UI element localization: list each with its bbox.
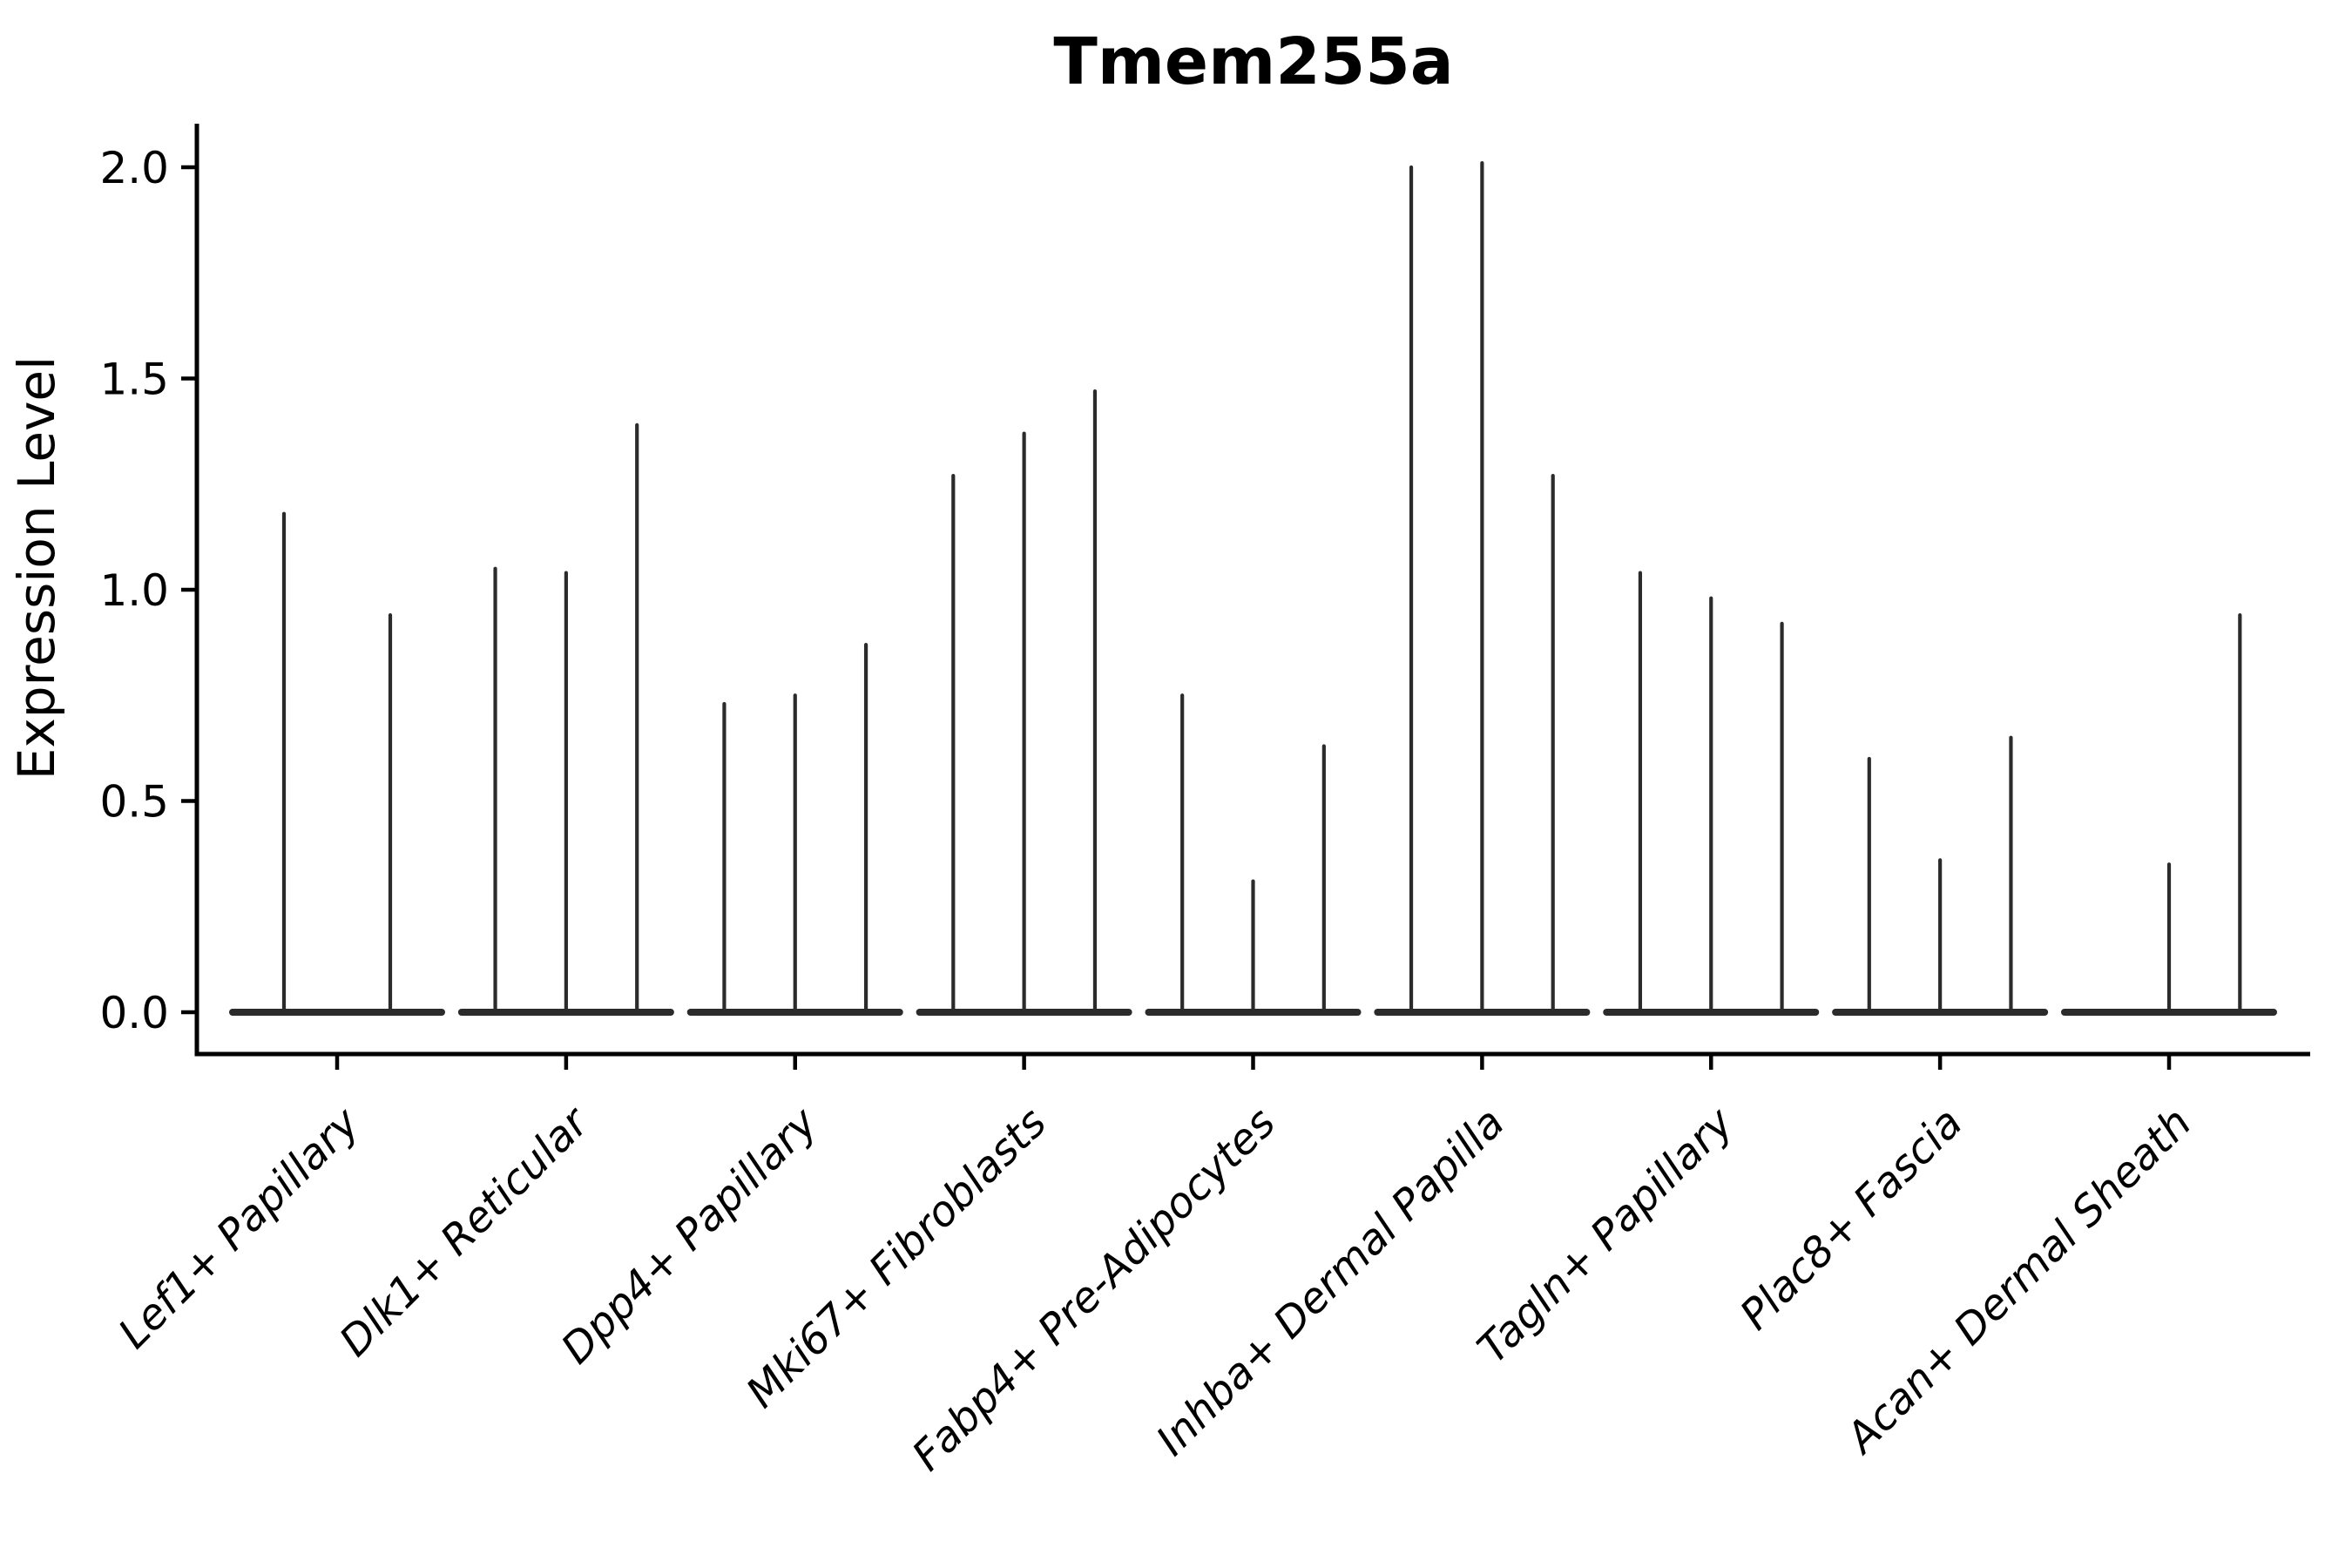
x-tick-label: Lef1+ Papillary: [109, 1098, 369, 1358]
y-tick-label: 2.0: [99, 143, 169, 193]
y-axis-label: Expression Level: [7, 356, 66, 780]
x-tick-label: Dlk1+ Reticular: [330, 1097, 600, 1367]
violins: [229, 161, 2277, 1016]
y-tick-label: 1.0: [99, 565, 169, 616]
y-axis-ticks: 0.0 0.5 1.0 1.5 2.0: [99, 143, 197, 1038]
x-tick-label: Plac8+ Fascia: [1731, 1098, 1972, 1340]
y-tick-label: 0.0: [99, 988, 169, 1038]
x-tick-label: Fabp4+ Pre-Adipocytes: [902, 1098, 1285, 1481]
chart-title: Tmem255a: [1053, 24, 1453, 99]
x-tick-label: Tagln+ Papillary: [1469, 1098, 1744, 1373]
x-tick-label: Dpp4+ Papillary: [552, 1098, 828, 1373]
y-tick-label: 1.5: [99, 355, 169, 405]
y-tick-label: 0.5: [99, 777, 169, 828]
